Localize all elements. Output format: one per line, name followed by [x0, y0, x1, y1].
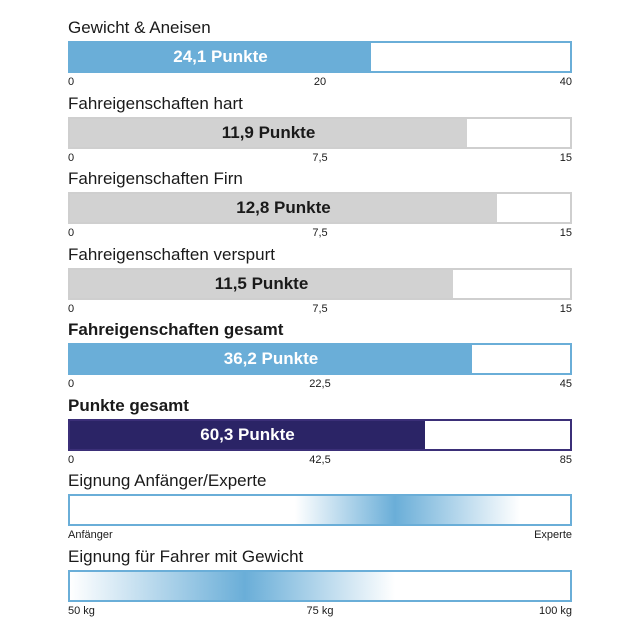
rating-title: Fahreigenschaften verspurt: [68, 244, 275, 264]
rating-bar-fill: [70, 43, 371, 71]
axis-ticks: 0 22,5 45: [68, 378, 572, 392]
suitability-gradient-bar: [68, 569, 572, 602]
axis-ticks: 0 42,5 85: [68, 454, 572, 468]
rating-block: Fahreigenschaften hart 11,9 Punkte 0 7,5 15: [68, 93, 572, 164]
tick-label: 45: [559, 378, 572, 390]
rating-block: Punkte gesamt 60,3 Punkte 0 42,5 85: [68, 395, 572, 466]
rating-bar-fill: [70, 345, 472, 373]
rating-value-label: 24,1 Punkte: [173, 47, 268, 66]
rating-value-label: 60,3 Punkte: [200, 424, 295, 444]
tick-label: 40: [559, 76, 572, 88]
rating-bar: 24,1 Punkte: [68, 41, 572, 73]
rating-bar-fill: [70, 118, 467, 147]
axis-ticks: 0 7,5 15: [68, 303, 572, 317]
tick-label: Experte: [534, 529, 572, 541]
rating-bar: 12,8 Punkte: [68, 192, 572, 224]
tick-label: 75 kg: [306, 604, 334, 617]
tick-label: 0: [68, 302, 75, 315]
rating-title: Gewicht & Aneisen: [68, 18, 211, 37]
rating-title: Fahreigenschaften Firn: [68, 169, 243, 188]
rating-bar: 36,2 Punkte: [68, 343, 572, 375]
rating-value-label: 11,9 Punkte: [221, 122, 316, 142]
tick-label: 42,5: [309, 453, 331, 466]
tick-label: 22,5: [309, 378, 331, 390]
axis-ticks: 0 7,5 15: [68, 152, 572, 166]
suitability-block: Eignung Anfänger/Experte Anfänger Experte: [68, 471, 572, 541]
suitability-block: Eignung für Fahrer mit Gewicht 50 kg 75 kg…: [68, 546, 572, 617]
tick-label: Anfänger: [68, 529, 113, 541]
rating-bar: 60,3 Punkte: [68, 418, 572, 451]
rating-title: Fahreigenschaften gesamt: [68, 320, 284, 339]
rating-block: Fahreigenschaften gesamt 36,2 Punkte 0 22,5…: [68, 320, 572, 390]
tick-label: 0: [68, 453, 75, 466]
tick-label: 100 kg: [538, 604, 572, 617]
rating-title: Fahreigenschaften hart: [68, 93, 243, 113]
rating-bar-fill: [70, 420, 425, 449]
rating-bar-fill: [70, 269, 453, 298]
rating-bar: 11,5 Punkte: [68, 267, 572, 300]
tick-label: 0: [68, 227, 75, 239]
tick-label: 50 kg: [68, 604, 95, 617]
tick-label: 7,5: [312, 227, 328, 239]
tick-label: 85: [559, 453, 572, 466]
rating-block: Fahreigenschaften verspurt 11,5 Punkte 0 7,…: [68, 244, 572, 315]
tick-label: 0: [68, 378, 75, 390]
rating-block: Fahreigenschaften Firn 12,8 Punkte 0 7,5 15: [68, 169, 572, 239]
suitability-title: Eignung Anfänger/Experte: [68, 471, 267, 490]
rating-value-label: 36,2 Punkte: [223, 349, 319, 368]
axis-ticks: 0 20 40: [68, 76, 572, 90]
rating-value-label: 11,5 Punkte: [214, 273, 309, 293]
suitability-gradient-bar: [68, 494, 572, 526]
tick-label: 0: [68, 151, 75, 164]
tick-label: 15: [559, 302, 572, 315]
suitability-title: Eignung für Fahrer mit Gewicht: [68, 546, 304, 566]
scale-ticks: 50 kg 75 kg 100 kg: [68, 605, 572, 619]
rating-block: Gewicht & Aneisen 24,1 Punkte 0 20 40: [68, 18, 572, 88]
rating-bar-fill: [70, 194, 497, 222]
tick-label: 7,5: [312, 151, 328, 164]
tick-label: 7,5: [312, 302, 328, 315]
scale-ticks: Anfänger Experte: [68, 529, 572, 543]
tick-label: 15: [559, 227, 572, 239]
rating-title: Punkte gesamt: [68, 395, 189, 415]
tick-label: 20: [313, 76, 327, 88]
axis-ticks: 0 7,5 15: [68, 227, 572, 241]
rating-bar: 11,9 Punkte: [68, 116, 572, 149]
tick-label: 0: [68, 76, 75, 88]
rating-value-label: 12,8 Punkte: [236, 198, 331, 217]
tick-label: 15: [559, 151, 572, 164]
